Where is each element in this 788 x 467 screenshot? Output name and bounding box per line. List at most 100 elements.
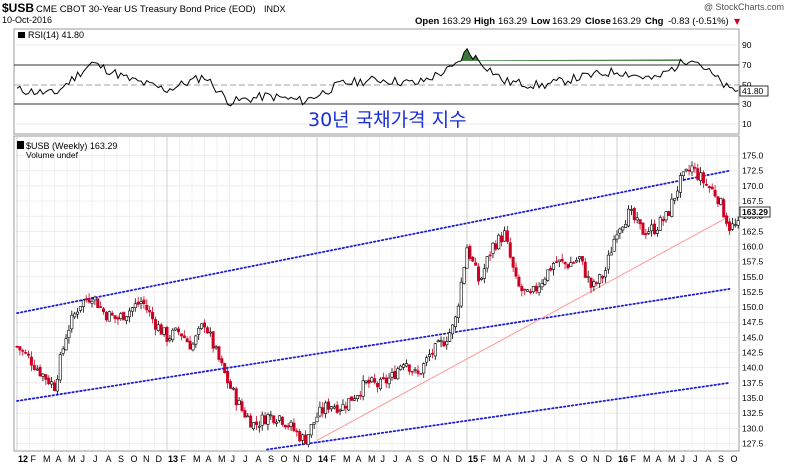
candle-body xyxy=(488,254,492,257)
x-tick-label: A xyxy=(656,454,662,464)
candle-body xyxy=(560,258,564,262)
candle-body xyxy=(710,186,714,190)
candle-body xyxy=(603,270,607,278)
x-tick-label: F xyxy=(631,454,637,464)
price-tick-label: 135.0 xyxy=(742,393,764,403)
candle-body xyxy=(641,222,645,235)
rsi-y-axis: 90 70 50 30 10 xyxy=(742,40,752,129)
price-tick-label: 167.5 xyxy=(742,196,764,206)
candle-body xyxy=(102,308,106,313)
candle-body xyxy=(35,368,39,371)
candle-body xyxy=(315,416,319,423)
open-label: Open xyxy=(415,16,439,27)
candle-body xyxy=(194,335,198,345)
candle-body xyxy=(722,199,726,218)
candle-body xyxy=(286,425,290,428)
x-tick-label: O xyxy=(731,454,738,464)
x-tick-label: J xyxy=(393,454,398,464)
candle-body xyxy=(309,424,313,436)
rsi-tick-10: 10 xyxy=(742,119,752,129)
candle-body xyxy=(387,377,391,385)
candle-body xyxy=(130,307,134,312)
x-tick-label: 15 xyxy=(468,454,478,464)
candle-body xyxy=(632,208,636,220)
candle-body xyxy=(667,211,671,216)
x-tick-label: A xyxy=(56,454,62,464)
candle-body xyxy=(465,247,469,269)
candle-body xyxy=(439,340,443,342)
price-tick-label: 127.5 xyxy=(742,438,764,448)
candle-body xyxy=(474,262,478,266)
x-tick-label: 14 xyxy=(318,454,328,464)
x-tick-label: A xyxy=(206,454,212,464)
candle-body xyxy=(73,313,77,318)
candle-body xyxy=(629,209,633,211)
candle-body xyxy=(128,310,132,318)
candle-body xyxy=(228,381,232,389)
candle-body xyxy=(234,388,238,406)
candle-body xyxy=(528,291,532,294)
x-tick-label: F xyxy=(31,454,37,464)
x-tick-label: F xyxy=(331,454,337,464)
candle-body xyxy=(254,421,258,426)
candle-body xyxy=(448,332,452,342)
candle-body xyxy=(15,345,19,348)
x-tick-label: M xyxy=(368,454,376,464)
candle-body xyxy=(113,315,117,319)
candle-body xyxy=(609,252,613,256)
x-tick-label: S xyxy=(118,454,124,464)
candle-body xyxy=(217,346,221,360)
candle-body xyxy=(27,353,31,356)
candle-body xyxy=(24,352,28,354)
volume-legend: Volume undef xyxy=(26,150,79,160)
x-tick-label: N xyxy=(293,454,300,464)
rsi-tick-90: 90 xyxy=(742,40,752,50)
high-label: High xyxy=(474,16,495,27)
candle-body xyxy=(136,301,140,305)
price-panel: $USB (Weekly) 163.29 Volume undef 30년 국채… xyxy=(13,109,771,452)
candle-body xyxy=(364,380,368,383)
candle-body xyxy=(142,299,146,304)
x-axis: 12 F M A M J J A S O N D 13 F M A M J J A S O N D 14 F M A M J J A S O N D 1… xyxy=(18,454,738,464)
candle-body xyxy=(355,395,359,399)
candle-body xyxy=(378,378,382,390)
candle-body xyxy=(269,414,273,417)
rsi-legend: RSI(14) 41.80 xyxy=(28,30,84,40)
candle-body xyxy=(370,377,374,383)
trendlines xyxy=(16,169,731,451)
close-value: 163.29 xyxy=(612,16,641,27)
candle-body xyxy=(341,404,345,411)
candle-body xyxy=(615,234,619,240)
candle-body xyxy=(644,233,648,236)
candle-body xyxy=(344,405,348,409)
price-tick-label: 145.0 xyxy=(742,332,764,342)
x-tick-label: J xyxy=(543,454,548,464)
rsi-line xyxy=(16,47,739,107)
x-tick-label: N xyxy=(593,454,600,464)
candle-body xyxy=(182,335,186,339)
candle-body xyxy=(592,281,596,287)
candle-body xyxy=(165,326,169,342)
candle-body xyxy=(324,402,328,414)
candle-body xyxy=(699,172,703,181)
candle-body xyxy=(540,282,544,288)
candle-body xyxy=(240,401,244,411)
x-tick-label: A xyxy=(406,454,412,464)
price-tick-label: 155.0 xyxy=(742,272,764,282)
candle-body xyxy=(618,228,622,234)
candle-body xyxy=(381,377,385,379)
x-tick-label: N xyxy=(443,454,450,464)
candle-body xyxy=(702,172,706,184)
candle-body xyxy=(252,422,256,430)
candle-body xyxy=(237,400,241,405)
candle-body xyxy=(598,274,602,284)
price-tick-label: 152.5 xyxy=(742,287,764,297)
candle-body xyxy=(174,327,178,331)
candle-body xyxy=(205,327,209,334)
candle-body xyxy=(177,328,181,333)
candle-body xyxy=(546,269,550,281)
candle-body xyxy=(537,286,541,293)
candle-body xyxy=(563,261,567,265)
candle-body xyxy=(462,267,466,284)
rsi-overbought-fill xyxy=(458,48,684,61)
